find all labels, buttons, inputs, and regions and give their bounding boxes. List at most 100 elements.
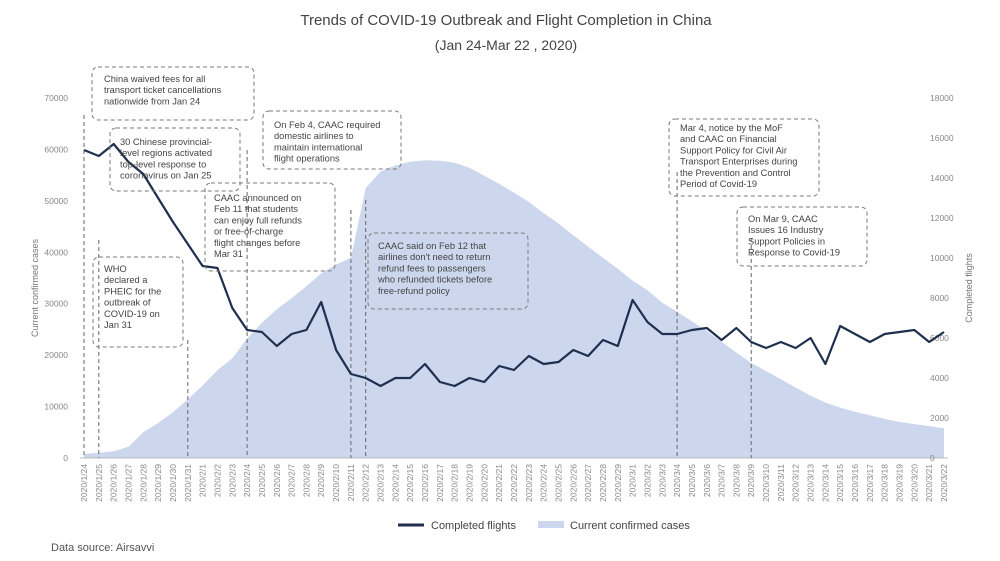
x-tick-label: 2020/1/30 <box>168 464 178 502</box>
x-tick-label: 2020/3/17 <box>865 464 875 502</box>
vline-layer <box>83 115 752 458</box>
annotation-line: CAAC said on Feb 12 that <box>378 241 486 251</box>
annotation-box: China waived fees for all transport ticke… <box>91 66 255 121</box>
annotation-box: WHO declared a PHEIC for the outbreak of COV… <box>92 256 184 348</box>
x-tick-label: 2020/3/4 <box>672 464 682 497</box>
annotation-line: Transport Enterprises during <box>680 157 797 167</box>
x-tick-label: 2020/2/2 <box>212 464 222 497</box>
x-tick-label: 2020/3/19 <box>895 464 905 502</box>
annotation-text: CAAC announced on Feb 11 that students can… <box>214 193 302 259</box>
y-right-tick-label: 2000 <box>930 413 949 423</box>
annotation-line: Period of Covid-19 <box>680 179 757 189</box>
annotation-line: refund fees to passengers <box>378 263 486 273</box>
y-right-tick-label: 12000 <box>930 213 954 223</box>
annotation-line: Response to Covid-19 <box>748 248 840 258</box>
annotation-line: maintain international <box>274 142 362 152</box>
y-left-tick-label: 40000 <box>44 247 68 257</box>
y-left-tick-label: 0 <box>63 453 68 463</box>
x-tick-label: 2020/3/5 <box>687 464 697 497</box>
x-tick-label: 2020/3/3 <box>657 464 667 497</box>
annotation-line: coronavirus on Jan 25 <box>120 171 211 181</box>
line-completed-flights <box>83 142 945 388</box>
annotation-box: 30 Chinese provincial-level regions acti… <box>109 127 241 192</box>
annotation-line: Issues 16 Industry <box>748 225 824 235</box>
annotation-text: CAAC said on Feb 12 that airlines don't n… <box>377 241 492 296</box>
x-tick-label: 2020/2/1 <box>198 464 208 497</box>
annotation-line: Support Policy for Civil Air <box>680 145 787 155</box>
y-right-tick-label: 4000 <box>930 373 949 383</box>
x-tick-label: 2020/2/13 <box>376 464 386 502</box>
x-tick-label: 2020/1/25 <box>94 464 104 502</box>
annotation-box: CAAC announced on Feb 11 that students can… <box>204 182 336 272</box>
x-tick-label: 2020/2/26 <box>568 464 578 502</box>
x-tick-label: 2020/3/7 <box>717 464 727 497</box>
x-tick-label: 2020/2/6 <box>272 464 282 497</box>
annotation-line: airlines don't need to return <box>378 252 490 262</box>
annotation-line: Jan 31 <box>104 320 132 330</box>
x-tick-label: 2020/2/14 <box>390 464 400 502</box>
x-tick-label: 2020/2/19 <box>465 464 475 502</box>
annotation-line: CAAC announced on <box>214 193 301 203</box>
x-tick-label: 2020/1/29 <box>153 464 163 502</box>
annotation-box: On Mar 9, CAAC Issues 16 Industry Support … <box>736 206 868 267</box>
annotation-line: Feb 11 that students <box>214 204 298 214</box>
annotation-border <box>367 232 529 310</box>
annotation-layer: China waived fees for all transport ticke… <box>91 66 868 348</box>
x-tick-label: 2020/3/21 <box>924 464 934 502</box>
x-tick-label: 2020/2/5 <box>257 464 267 497</box>
annotation-line: flight changes before <box>214 238 300 248</box>
y-left-tick-label: 30000 <box>44 299 68 309</box>
x-tick-label: 2020/3/6 <box>702 464 712 497</box>
annotation-line: who refunded tickets before <box>377 275 492 285</box>
x-tick-label: 2020/1/26 <box>109 464 119 502</box>
x-tick-label: 2020/2/18 <box>450 464 460 502</box>
annotation-line: top-level response to <box>120 159 206 169</box>
x-tick-label: 2020/1/27 <box>124 464 134 502</box>
annotation-line: free-refund policy <box>378 286 450 296</box>
y-right-tick-label: 18000 <box>930 93 954 103</box>
annotation-line: level regions activated <box>120 148 212 158</box>
y-left-tick-label: 50000 <box>44 196 68 206</box>
x-tick-label: 2020/2/17 <box>435 464 445 502</box>
annotation-text: Mar 4, notice by the MoF and CAAC on Fina… <box>680 123 797 189</box>
annotation-text: China waived fees for all transport ticke… <box>104 74 222 106</box>
axis-layer: 0 10000 20000 30000 40000 50000 60000 70000 0 200… <box>44 93 954 502</box>
x-tick-label: 2020/3/14 <box>820 464 830 502</box>
x-tick-label: 2020/2/25 <box>554 464 564 502</box>
annotation-line: Support Policies in <box>748 236 825 246</box>
data-source: Data source: Airsavvi <box>51 542 154 554</box>
y-left-tick-label: 60000 <box>44 144 68 154</box>
annotation-line: Mar 31 <box>214 249 243 259</box>
x-tick-label: 2020/1/31 <box>183 464 193 502</box>
annotation-line: China waived fees for all <box>104 74 205 84</box>
x-tick-label: 2020/2/22 <box>509 464 519 502</box>
annotation-line: COVID-19 on <box>104 309 160 319</box>
annotation-border <box>262 110 402 170</box>
y-axis-left-label: Current confirmed cases <box>30 238 40 337</box>
x-tick-label: 2020/2/21 <box>494 464 504 502</box>
x-tick-label: 2020/3/9 <box>746 464 756 497</box>
annotation-line: transport ticket cancellations <box>104 85 222 95</box>
annotation-line: On Feb 4, CAAC required <box>274 120 380 130</box>
line-layer <box>83 142 945 388</box>
annotation-text: 30 Chinese provincial-level regions acti… <box>120 137 212 181</box>
x-tick-label: 2020/2/20 <box>479 464 489 502</box>
x-tick-label: 2020/2/9 <box>316 464 326 497</box>
y-right-tick-label: 14000 <box>930 173 954 183</box>
x-tick-label: 2020/3/18 <box>880 464 890 502</box>
legend-label-flights: Completed flights <box>431 520 516 532</box>
x-tick-label: 2020/3/15 <box>835 464 845 502</box>
x-tick-label: 2020/2/23 <box>524 464 534 502</box>
annotation-border <box>736 206 868 267</box>
y-right-tick-label: 16000 <box>930 133 954 143</box>
annotation-line: domestic airlines to <box>274 131 354 141</box>
x-tick-label: 2020/3/8 <box>731 464 741 497</box>
annotation-line: the Prevention and Control <box>680 168 791 178</box>
annotation-line: outbreak of <box>104 298 151 308</box>
y-right-tick-label: 8000 <box>930 293 949 303</box>
annotation-border <box>668 118 820 197</box>
annotation-line: flight operations <box>274 154 340 164</box>
annotation-line: PHEIC for the <box>104 286 161 296</box>
annotation-text: On Mar 9, CAAC Issues 16 Industry Support … <box>748 214 840 258</box>
